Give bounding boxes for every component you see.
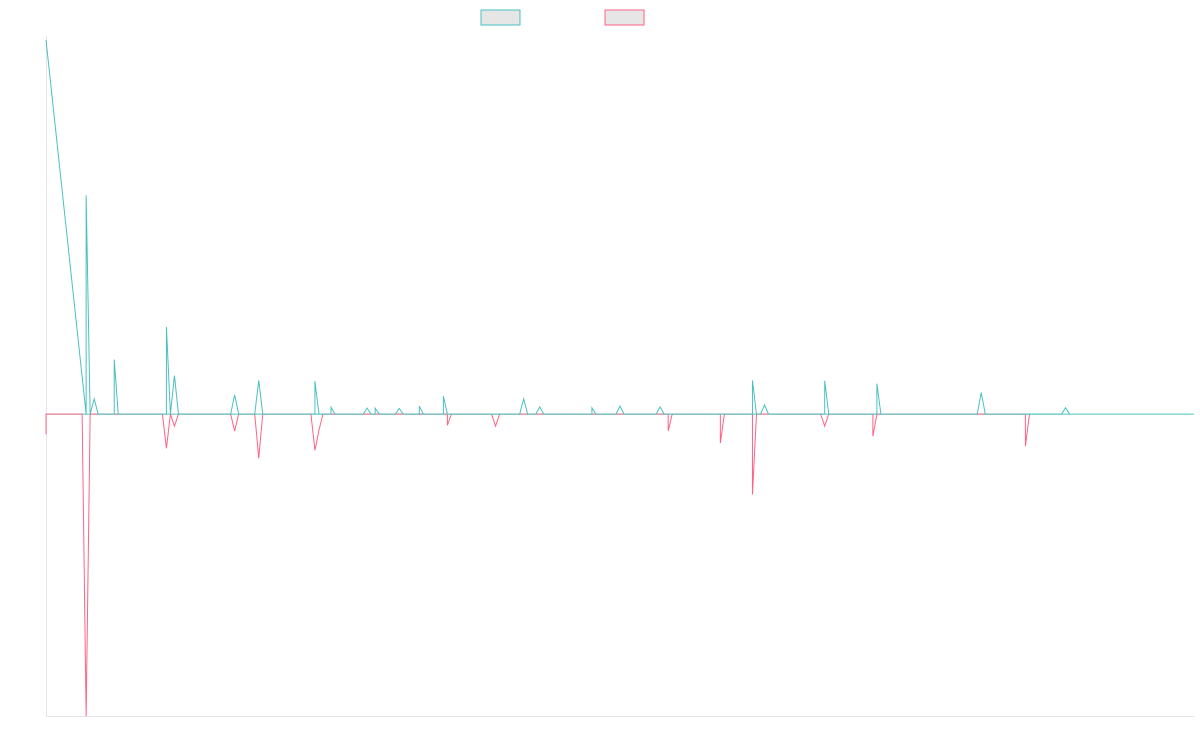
- axes: [46, 36, 1194, 717]
- legend: [480, 9, 645, 26]
- series-1-line: [45, 39, 1070, 415]
- legend-swatch-series-1[interactable]: [480, 9, 521, 26]
- legend-swatch-series-2[interactable]: [604, 9, 645, 26]
- series-2-line: [45, 413, 1030, 717]
- series-layer: [45, 39, 1194, 717]
